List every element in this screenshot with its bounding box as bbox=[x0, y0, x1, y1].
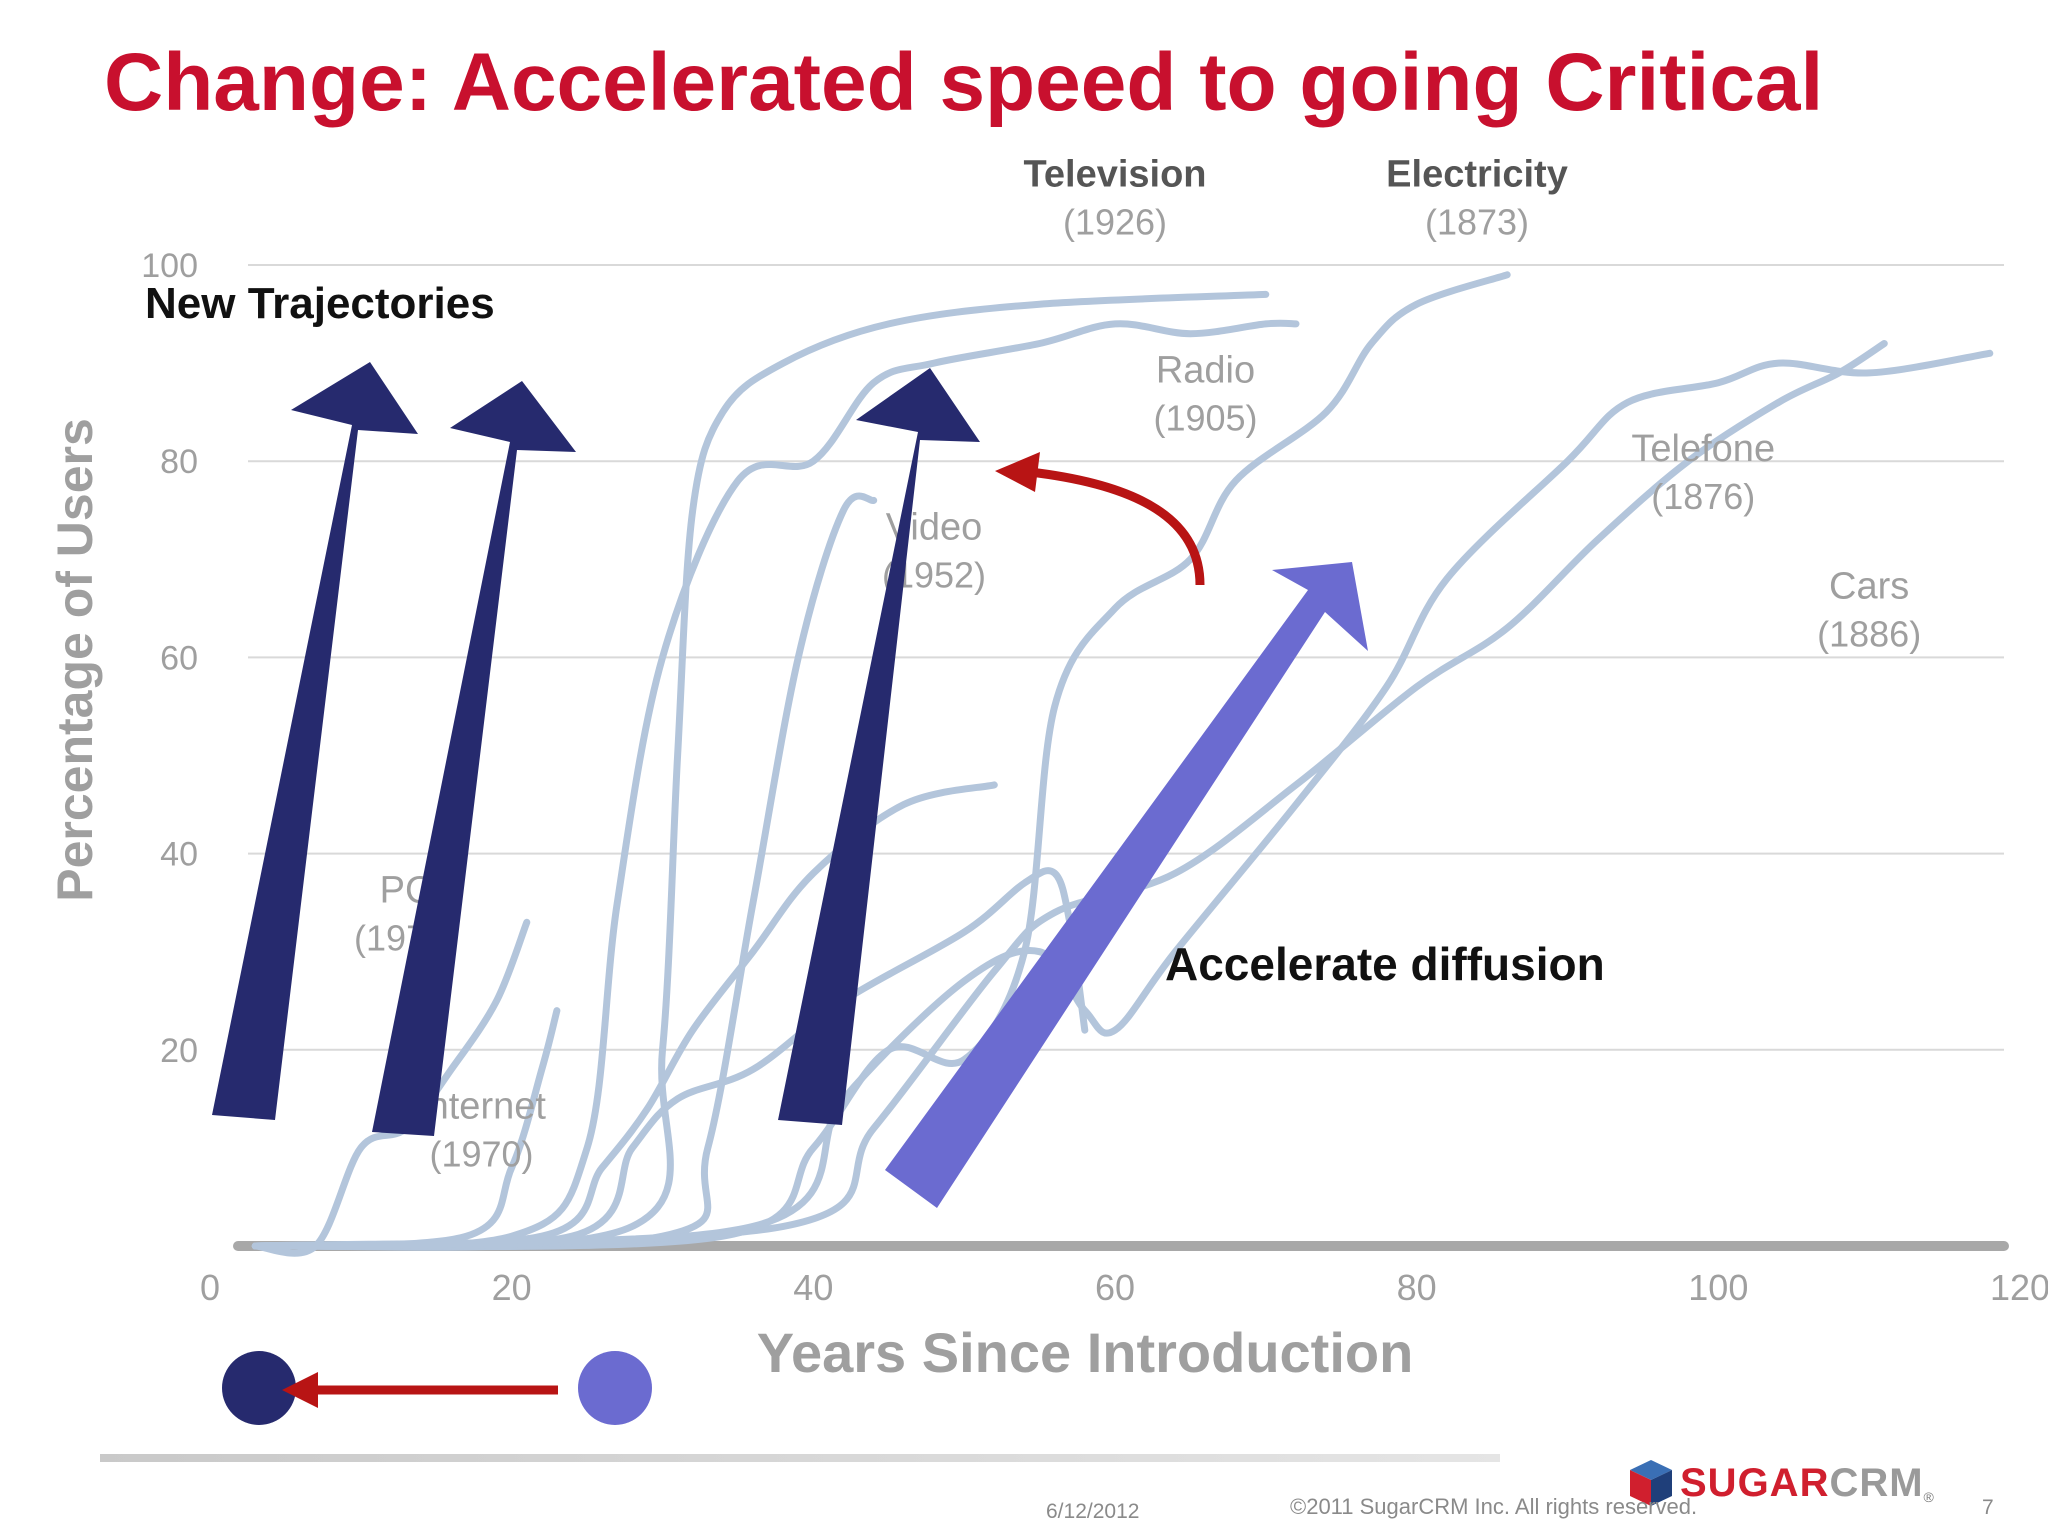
light-circle-icon bbox=[578, 1351, 652, 1425]
series-year-telefone: (1876) bbox=[1651, 476, 1755, 517]
series-label-electricity: Electricity bbox=[1386, 154, 1568, 196]
trajectory-arrow-2 bbox=[372, 381, 576, 1136]
slide-title: Change: Accelerated speed to going Criti… bbox=[104, 37, 1824, 128]
series-year-radio: (1905) bbox=[1153, 398, 1257, 439]
x-axis-title: Years Since Introduction bbox=[757, 1321, 1414, 1384]
red-left-arrowhead bbox=[282, 1372, 318, 1408]
logo-registered-mark: ® bbox=[1923, 1489, 1934, 1505]
x-tick-labels: 0 20 40 60 80 100 120 bbox=[200, 1267, 2048, 1308]
x-tick-label: 80 bbox=[1397, 1267, 1437, 1308]
footer-rule bbox=[100, 1454, 1500, 1462]
series-year-internet: (1970) bbox=[429, 1133, 533, 1174]
y-tick-label: 80 bbox=[160, 443, 198, 481]
x-tick-label: 20 bbox=[492, 1267, 532, 1308]
footer-date: 6/12/2012 bbox=[1046, 1500, 1140, 1523]
y-tick-label: 100 bbox=[141, 247, 198, 285]
logo-text-sugar: SUGAR bbox=[1680, 1461, 1830, 1505]
series-label-cars: Cars bbox=[1829, 566, 1909, 608]
y-tick-label: 40 bbox=[160, 836, 198, 874]
y-tick-label: 20 bbox=[160, 1032, 198, 1070]
curved-red-arrowhead bbox=[995, 452, 1040, 492]
footer-copyright: ©2011 SugarCRM Inc. All rights reserved. bbox=[1290, 1494, 1698, 1519]
series-line-electricity bbox=[251, 271, 1511, 1251]
y-tick-labels: 20 40 60 80 100 bbox=[141, 247, 198, 1070]
logo-text-crm: CRM bbox=[1829, 1461, 1924, 1505]
x-tick-label: 100 bbox=[1688, 1267, 1748, 1308]
series-line-video bbox=[251, 492, 878, 1251]
series-label-telefone: Telefone bbox=[1631, 428, 1775, 470]
annotation-accelerate-diffusion: Accelerate diffusion bbox=[1165, 938, 1605, 990]
dark-circle-icon bbox=[222, 1351, 296, 1425]
series-line-television bbox=[251, 290, 1270, 1251]
diffusion-arrow bbox=[885, 562, 1368, 1208]
x-tick-label: 60 bbox=[1095, 1267, 1135, 1308]
series-labels: Television(1926)Radio(1905)Video(1952)El… bbox=[354, 154, 1921, 1175]
x-tick-label: 120 bbox=[1990, 1267, 2048, 1308]
footer-page-number: 7 bbox=[1982, 1496, 1994, 1519]
annotation-arrows bbox=[212, 362, 1368, 1425]
gridlines bbox=[248, 264, 2004, 1051]
series-line-radio bbox=[251, 319, 1300, 1251]
trajectory-arrow-3 bbox=[778, 368, 980, 1125]
series-label-radio: Radio bbox=[1156, 350, 1255, 392]
cube-logo-icon bbox=[1630, 1460, 1672, 1506]
series-line-telefone bbox=[251, 349, 1994, 1250]
series-line-cars bbox=[251, 340, 1888, 1250]
series-year-television: (1926) bbox=[1063, 202, 1167, 243]
series-year-cars: (1886) bbox=[1817, 614, 1921, 655]
annotation-new-trajectories: New Trajectories bbox=[145, 279, 495, 328]
trajectory-arrow-1 bbox=[212, 362, 418, 1120]
y-tick-label: 60 bbox=[160, 639, 198, 677]
sugarcrm-logo: SUGAR CRM ® bbox=[1628, 1453, 1934, 1513]
x-tick-label: 0 bbox=[200, 1267, 220, 1308]
curved-red-arrow bbox=[1029, 467, 1205, 586]
y-axis-title: Percentage of Users bbox=[47, 418, 103, 902]
series-label-television: Television bbox=[1023, 154, 1206, 196]
series-year-electricity: (1873) bbox=[1425, 202, 1529, 243]
x-tick-label: 40 bbox=[793, 1267, 833, 1308]
